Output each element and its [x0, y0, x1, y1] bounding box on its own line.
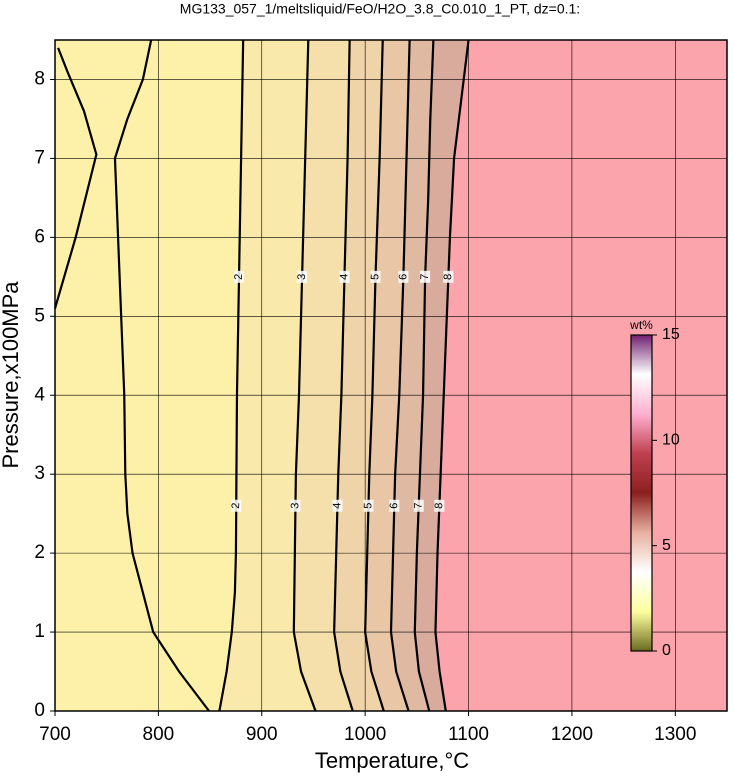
contour-label: 8	[433, 502, 445, 509]
colorbar	[630, 334, 653, 652]
colorbar-tick-label: 5	[662, 537, 671, 554]
contour-line	[413, 39, 435, 712]
contour-label: 7	[413, 502, 425, 509]
x-tick-label: 1200	[551, 724, 593, 745]
y-tick-label: 6	[34, 226, 45, 247]
contour-label: 4	[331, 502, 343, 509]
contour-label: 4	[338, 274, 350, 281]
contour-line	[434, 39, 470, 712]
colorbar-tick-label: 10	[662, 432, 680, 449]
x-axis-label: Temperature,°C	[315, 748, 469, 773]
y-tick-label: 3	[34, 463, 45, 484]
contour-label-bg	[398, 270, 409, 283]
contour-label: 8	[442, 274, 454, 281]
contour-label-bg	[339, 270, 350, 283]
contour-label: 2	[233, 274, 245, 281]
y-tick-label: 0	[34, 700, 45, 721]
contour-label-bg	[389, 499, 400, 512]
contour-label: 3	[289, 502, 301, 509]
contour-line	[389, 39, 411, 712]
colorbar-label: wt%	[629, 318, 653, 332]
y-tick-label: 2	[34, 542, 45, 563]
contour-label-bg	[420, 270, 431, 283]
contour-label-bg	[413, 499, 424, 512]
contour-label-bg	[434, 499, 445, 512]
contour-line	[333, 39, 354, 712]
contour-band	[55, 40, 244, 711]
contour-label: 5	[362, 502, 374, 509]
colorbar-tick-label: 0	[662, 642, 671, 659]
x-tick-label: 900	[246, 724, 278, 745]
contour-label-bg	[234, 270, 245, 283]
y-tick-label: 8	[34, 68, 45, 89]
contour-label: 6	[388, 502, 400, 509]
contour-label-bg	[443, 270, 454, 283]
y-axis-label: Pressure,x100MPa	[0, 281, 23, 469]
contour-label-bg	[363, 499, 374, 512]
chart-title: MG133_057_1/meltsliquid/FeO/H2O_3.8_C0.0…	[180, 1, 580, 17]
y-tick-label: 4	[34, 384, 45, 405]
x-tick-label: 800	[143, 724, 175, 745]
x-tick-label: 1100	[448, 724, 489, 745]
contour-label: 2	[230, 502, 242, 509]
contour-label-bg	[290, 499, 301, 512]
contour-label-bg	[297, 270, 308, 283]
contour-label: 7	[419, 274, 431, 281]
x-tick-label: 1000	[344, 724, 386, 745]
colorbar-tick-label: 15	[662, 326, 680, 343]
contour-line	[53, 39, 210, 712]
contour-label: 6	[397, 274, 409, 281]
y-tick-label: 1	[34, 621, 45, 642]
y-tick-label: 7	[34, 147, 45, 168]
contour-label-bg	[332, 499, 343, 512]
x-tick-label: 700	[39, 724, 71, 745]
plot-frame	[54, 39, 728, 712]
contour-label: 5	[369, 274, 381, 281]
contour-label-bg	[370, 270, 381, 283]
contour-line	[364, 39, 385, 712]
contour-label-bg	[231, 499, 242, 512]
contour-label: 3	[296, 274, 308, 281]
y-tick-label: 5	[34, 305, 45, 326]
x-tick-label: 1300	[654, 724, 696, 745]
contour-line	[218, 39, 245, 712]
contour-line	[292, 39, 317, 712]
